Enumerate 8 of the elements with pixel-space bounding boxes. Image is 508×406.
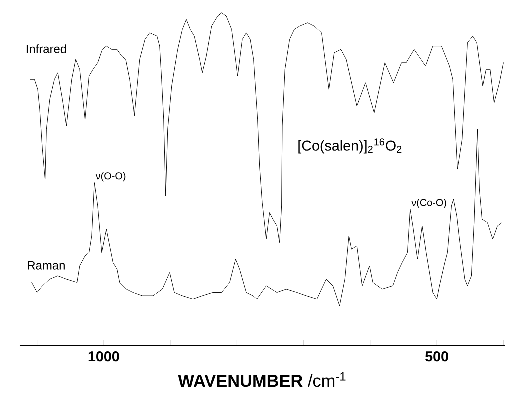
x-tick-label: 1000 xyxy=(88,352,120,362)
x-axis-title: WAVENUMBER /cm$^{-1}$ xyxy=(178,372,346,388)
annotation: ν(Co-O) xyxy=(412,198,446,208)
annotation: ν(O-O) xyxy=(96,172,126,182)
annotation: [Co(salen)]$_{2}$$^{16}$O$_{2}$ xyxy=(298,138,402,154)
series-label: Raman xyxy=(28,261,65,270)
x-tick-label: 500 xyxy=(426,352,448,362)
series-label: Infrared xyxy=(26,44,66,54)
